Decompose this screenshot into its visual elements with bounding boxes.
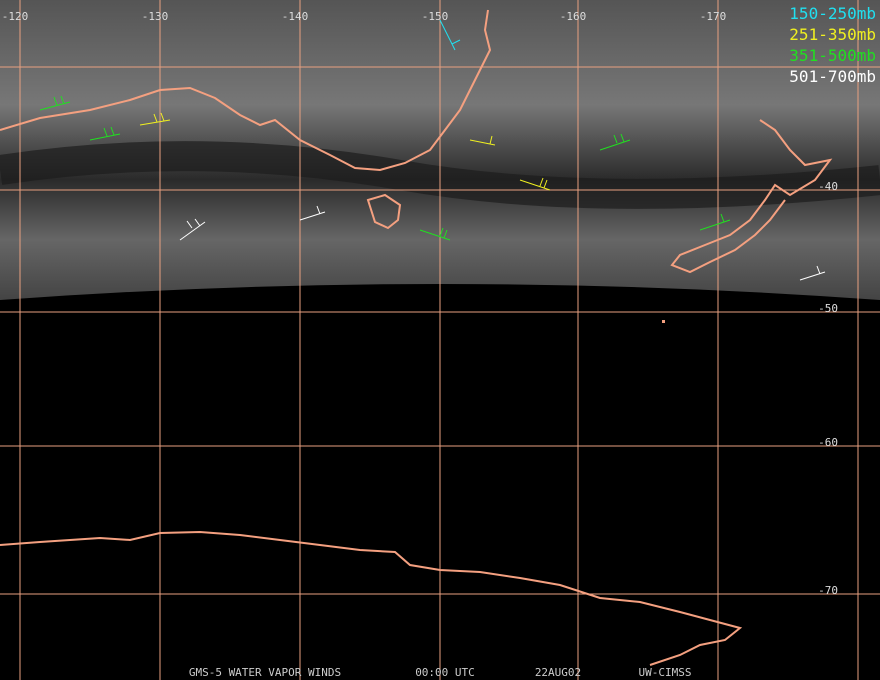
legend-entry: 351-500mb (789, 46, 876, 65)
legend-entry: 501-700mb (789, 67, 876, 86)
longitude-label: -160 (560, 10, 587, 23)
latitude-label: -40 (818, 180, 838, 193)
longitude-label: -140 (282, 10, 309, 23)
footer-text: UW-CIMSS (639, 666, 692, 679)
longitude-label: -170 (700, 10, 727, 23)
legend-entry: 150-250mb (789, 4, 876, 23)
longitude-label: -120 (2, 10, 29, 23)
footer-text: GMS-5 WATER VAPOR WINDS (189, 666, 341, 679)
coastline-tasmania (366, 193, 402, 230)
latitude-label: -60 (818, 436, 838, 449)
latitude-label: -70 (818, 584, 838, 597)
legend-entry: 251-350mb (789, 25, 876, 44)
coastline-new-zealand (670, 119, 833, 274)
footer-text: 00:00 UTC (415, 666, 475, 679)
coastline-antarctica (0, 530, 743, 666)
latitude-label: -50 (818, 302, 838, 315)
island (662, 320, 665, 323)
wind-barbs (39, 19, 826, 281)
dry-band (0, 141, 880, 209)
longitude-label: -130 (142, 10, 169, 23)
footer-text: 22AUG02 (535, 666, 581, 679)
longitude-label: -150 (422, 10, 449, 23)
coastline-australia (0, 9, 492, 172)
